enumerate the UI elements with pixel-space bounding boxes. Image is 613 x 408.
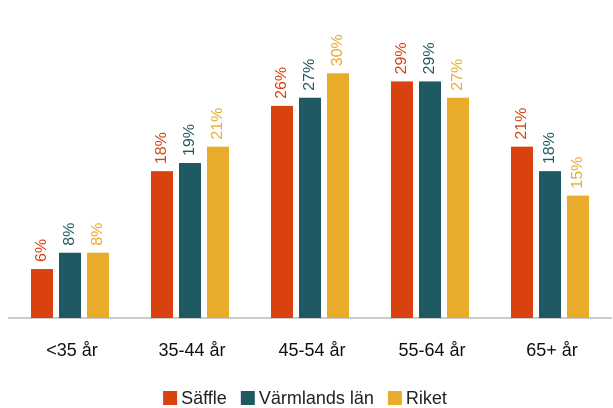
bar — [567, 195, 589, 318]
bar — [419, 81, 441, 318]
value-label: 15% — [569, 157, 586, 189]
bar — [87, 252, 109, 318]
bar — [31, 269, 53, 318]
value-label: 8% — [89, 223, 106, 246]
bar — [511, 146, 533, 318]
value-label: 18% — [541, 132, 558, 164]
value-label: 19% — [181, 124, 198, 156]
bar — [299, 97, 321, 318]
value-label: 29% — [393, 42, 410, 74]
legend-swatch — [387, 391, 402, 405]
value-label: 6% — [33, 239, 50, 262]
value-label: 27% — [301, 59, 318, 91]
value-label: 21% — [513, 108, 530, 140]
bar — [207, 146, 229, 318]
bar — [179, 163, 201, 318]
legend-label: Säffle — [181, 388, 227, 408]
value-label: 30% — [329, 34, 346, 66]
legend-label: Riket — [406, 388, 447, 408]
bar — [327, 73, 349, 319]
x-tick-label: 65+ år — [526, 340, 578, 360]
legend-swatch — [240, 391, 255, 405]
value-label: 21% — [209, 108, 226, 140]
value-label: 26% — [273, 67, 290, 99]
bar — [59, 252, 81, 318]
bar — [391, 81, 413, 318]
bar — [539, 171, 561, 318]
x-tick-label: 35-44 år — [158, 340, 225, 360]
bar — [447, 97, 469, 318]
x-tick-label: <35 år — [46, 340, 98, 360]
value-label: 18% — [153, 132, 170, 164]
x-tick-label: 55-64 år — [398, 340, 465, 360]
bar — [151, 171, 173, 318]
legend-swatch — [163, 391, 178, 405]
legend-label: Värmlands län — [259, 388, 374, 408]
value-label: 29% — [421, 42, 438, 74]
bar — [271, 105, 293, 318]
value-label: 8% — [61, 223, 78, 246]
value-label: 27% — [449, 59, 466, 91]
x-tick-label: 45-54 år — [278, 340, 345, 360]
